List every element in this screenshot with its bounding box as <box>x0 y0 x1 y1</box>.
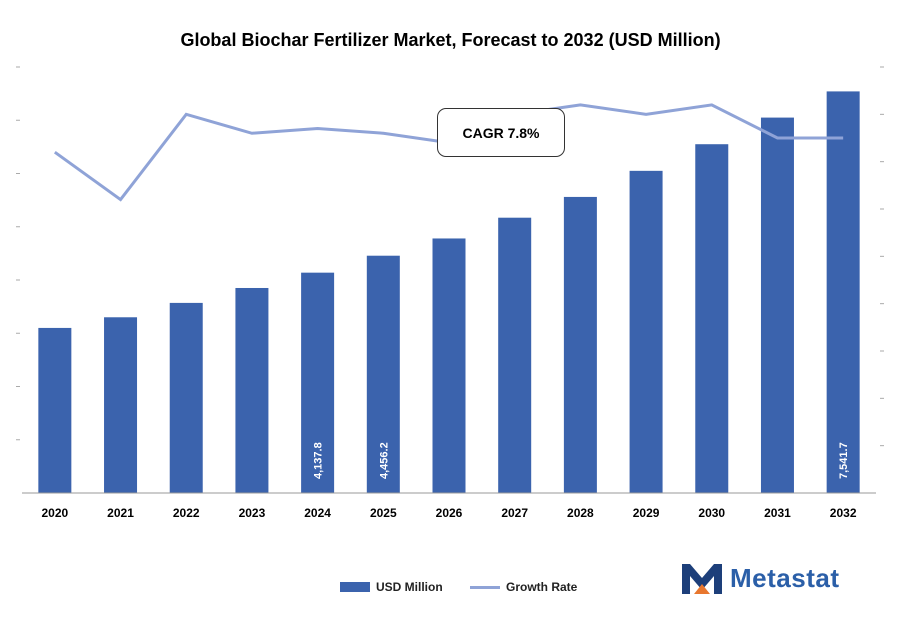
bar-2025 <box>366 255 400 493</box>
legend-item-usd-million: USD Million <box>340 580 443 594</box>
bar-2031 <box>760 117 794 494</box>
legend-item-growth-rate: Growth Rate <box>470 580 577 594</box>
x-tick-label-2032: 2032 <box>830 506 857 520</box>
bar-2026 <box>432 238 466 493</box>
bar-2020 <box>38 327 72 493</box>
x-tick-label-2031: 2031 <box>764 506 791 520</box>
bar-2029 <box>629 170 663 493</box>
bar-2023 <box>235 287 269 493</box>
data-label-2024: 4,137.8 <box>313 442 325 479</box>
brand-name: Metastat <box>730 562 840 593</box>
x-tick-label-2024: 2024 <box>304 506 331 520</box>
x-tick-label-2023: 2023 <box>239 506 266 520</box>
right-axis-ticks <box>880 66 884 447</box>
bar-2027 <box>498 217 532 493</box>
bar-2028 <box>563 196 597 493</box>
x-tick-label-2025: 2025 <box>370 506 397 520</box>
legend-swatch-bar <box>340 582 370 592</box>
bar-2032 <box>826 91 860 493</box>
cagr-annotation: CAGR 7.8% <box>437 108 565 157</box>
bar-2021 <box>104 317 138 493</box>
x-tick-label-2030: 2030 <box>698 506 725 520</box>
chart-title: Global Biochar Fertilizer Market, Foreca… <box>180 30 721 50</box>
x-tick-label-2027: 2027 <box>501 506 528 520</box>
x-tick-labels: 2020 2021 2022 2023 2024 2025 2026 2027 2028 2029… <box>41 506 856 520</box>
bar-data-labels: 4,137.8 4,456.2 7,541.7 <box>313 442 851 479</box>
data-label-2025: 4,456.2 <box>378 442 390 479</box>
x-tick-label-2026: 2026 <box>436 506 463 520</box>
legend-swatch-line <box>470 585 500 589</box>
legend-label-growth-rate: Growth Rate <box>506 580 578 594</box>
bar-series <box>38 91 860 494</box>
x-tick-label-2021: 2021 <box>107 506 134 520</box>
x-tick-label-2022: 2022 <box>173 506 200 520</box>
x-tick-label-2020: 2020 <box>41 506 68 520</box>
x-tick-label-2029: 2029 <box>633 506 660 520</box>
bar-2024 <box>301 272 335 493</box>
bar-2030 <box>695 144 729 493</box>
x-tick-label-2028: 2028 <box>567 506 594 520</box>
legend-label-usd-million: USD Million <box>376 580 443 594</box>
bar-2022 <box>169 302 203 493</box>
data-label-2032: 7,541.7 <box>838 442 850 479</box>
left-axis-ticks <box>16 66 20 441</box>
metastat-logo: Metastat <box>680 560 839 596</box>
m-logo-icon <box>682 564 722 594</box>
